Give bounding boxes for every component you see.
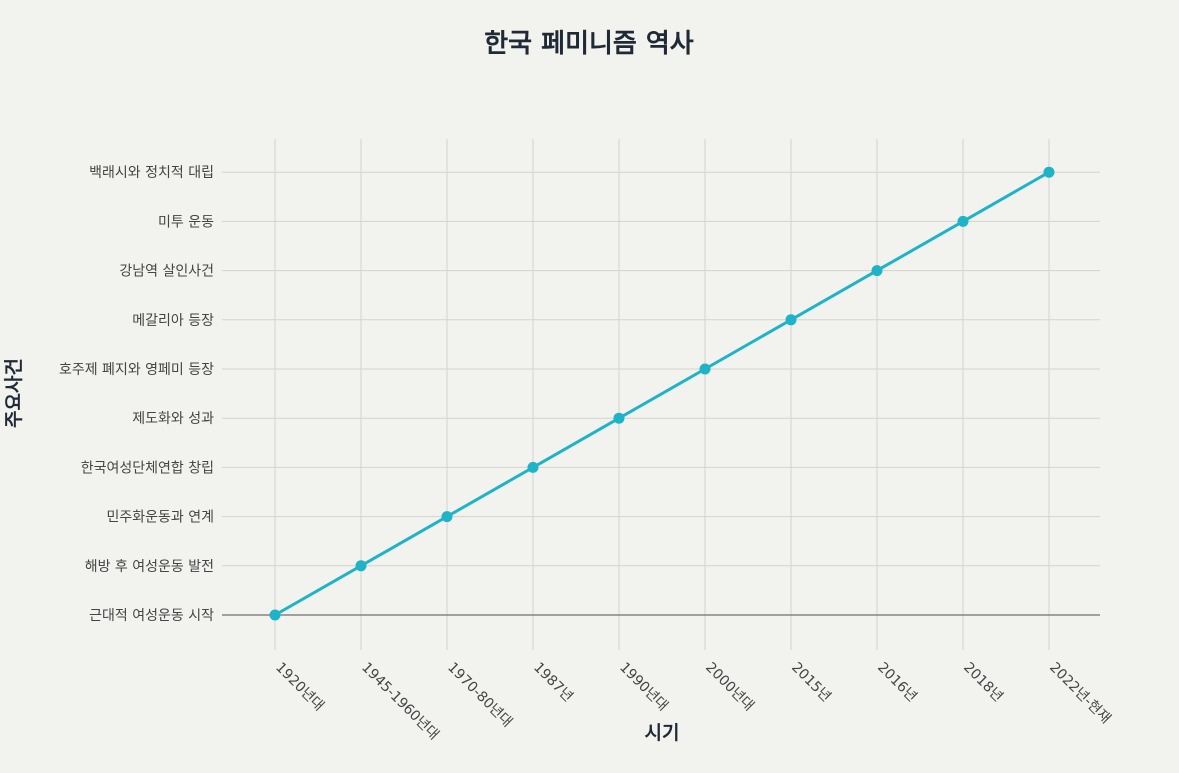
data-point <box>957 215 969 227</box>
x-tick-label: 2016년 <box>874 660 920 706</box>
y-tick-label: 근대적 여성운동 시작 <box>89 608 214 624</box>
series-line <box>274 170 1050 617</box>
data-point <box>1043 166 1055 178</box>
x-tick-label: 2018년 <box>960 660 1006 706</box>
x-tick-label: 2015년 <box>788 660 834 706</box>
data-point <box>699 363 711 375</box>
y-tick-label: 미투 운동 <box>158 214 214 230</box>
y-tick-label: 한국여성단체연합 창립 <box>81 460 214 476</box>
data-point <box>613 412 625 424</box>
x-tick-label: 2000년대 <box>702 660 757 715</box>
chart-title: 한국 페미니즘 역사 <box>484 29 694 59</box>
series-markers <box>269 166 1055 621</box>
y-tick-label: 해방 후 여성운동 발전 <box>85 559 214 575</box>
x-tick-label: 1920년대 <box>272 660 327 715</box>
data-point <box>527 461 539 473</box>
y-tick-label: 메갈리아 등장 <box>132 313 214 329</box>
x-tick-label: 1945-1960년대 <box>358 660 441 743</box>
x-tick-label: 1987년 <box>530 660 576 706</box>
data-point <box>355 560 367 572</box>
x-axis-title: 시기 <box>645 722 680 744</box>
x-tick-label: 2022년-현재 <box>1046 660 1113 727</box>
grid <box>222 139 1100 650</box>
x-axis-ticks: 1920년대 1945-1960년대 1970-80년대 1987년 1990년대 200… <box>272 660 1113 743</box>
y-tick-label: 백래시와 정치적 대립 <box>89 165 214 181</box>
x-tick-label: 1970-80년대 <box>444 660 515 731</box>
data-point <box>871 265 883 277</box>
y-tick-label: 강남역 살인사건 <box>119 264 214 280</box>
data-point <box>441 511 453 523</box>
data-point <box>269 609 281 621</box>
data-point <box>785 314 797 326</box>
y-tick-label: 호주제 폐지와 영페미 등장 <box>59 362 214 378</box>
y-axis-ticks: 근대적 여성운동 시작 해방 후 여성운동 발전 민주화운동과 연계 한국여성단체연합… <box>59 165 214 624</box>
x-tick-label: 1990년대 <box>616 660 671 715</box>
y-tick-label: 민주화운동과 연계 <box>107 510 215 526</box>
y-axis-title: 주요사건 <box>3 358 25 428</box>
y-tick-label: 제도화와 성과 <box>132 411 214 427</box>
